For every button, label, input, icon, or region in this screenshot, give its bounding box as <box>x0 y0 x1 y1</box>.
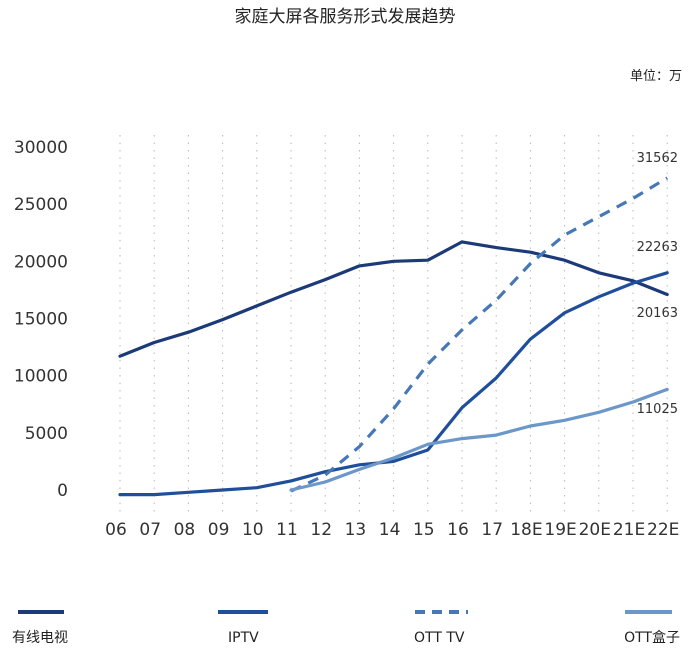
x-tick-label: 18E <box>510 520 542 540</box>
end-value-label: 31562 <box>637 151 678 166</box>
x-tick-label: 15 <box>413 520 435 540</box>
x-tick-label: 09 <box>208 520 230 540</box>
x-tick-label: 17 <box>481 520 503 540</box>
end-value-label: 20163 <box>637 306 678 321</box>
x-tick-label: 13 <box>345 520 367 540</box>
y-tick-label: 10000 <box>14 367 68 387</box>
series-lines <box>118 176 669 497</box>
series-line <box>118 271 669 497</box>
x-tick-label: 12 <box>310 520 332 540</box>
y-tick-label: 5000 <box>25 424 68 444</box>
x-tick-label: 06 <box>105 520 127 540</box>
chart-title: 家庭大屏各服务形式发展趋势 <box>235 7 456 27</box>
unit-label: 单位：万 <box>630 69 682 84</box>
series-line <box>290 176 669 493</box>
x-tick-label: 22E <box>647 520 679 540</box>
legend-label: OTT盒子 <box>624 629 680 646</box>
x-tick-label: 21E <box>613 520 645 540</box>
series-line <box>118 240 669 358</box>
legend-label: OTT TV <box>414 630 465 646</box>
end-value-label: 11025 <box>637 402 678 417</box>
y-tick-label: 0 <box>57 481 68 501</box>
y-tick-label: 25000 <box>14 195 68 215</box>
x-tick-label: 11 <box>276 520 298 540</box>
y-tick-label: 20000 <box>14 252 68 272</box>
x-tick-label: 10 <box>242 520 264 540</box>
grid-lines <box>119 135 668 512</box>
x-tick-label: 16 <box>447 520 469 540</box>
x-tick-label: 20E <box>579 520 611 540</box>
end-labels: 31562 22263 20163 11025 <box>637 151 678 417</box>
series-line <box>289 387 669 492</box>
x-tick-label: 14 <box>379 520 401 540</box>
x-tick-label: 19E <box>544 520 576 540</box>
legend-label: 有线电视 <box>12 630 68 646</box>
legend: 有线电视 IPTV OTT TV OTT盒子 <box>12 610 680 646</box>
end-value-label: 22263 <box>637 240 678 255</box>
legend-label: IPTV <box>228 630 259 646</box>
x-axis: 06 07 08 09 10 11 12 13 14 15 16 17 18E 19E 20E 21E 22E <box>105 520 679 540</box>
x-tick-label: 07 <box>139 520 161 540</box>
x-tick-label: 08 <box>174 520 196 540</box>
y-axis: 30000 25000 20000 15000 10000 5000 0 <box>14 138 68 501</box>
y-tick-label: 15000 <box>14 310 68 330</box>
y-tick-label: 30000 <box>14 138 68 158</box>
